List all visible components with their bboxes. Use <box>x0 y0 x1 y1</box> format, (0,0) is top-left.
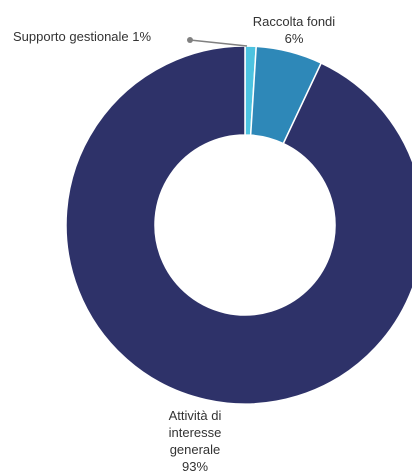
label-raccolta-fondi-line: 6% <box>285 31 304 46</box>
label-supporto-gestionale: Supporto gestionale 1% <box>13 29 151 44</box>
slice-labels: Raccolta fondi 6% Attività di interesse gene… <box>13 14 335 474</box>
slice-attivita-interesse-generale <box>65 45 412 405</box>
donut-slices <box>65 45 412 405</box>
label-attivita-interesse-generale: Attività di interesse generale 93% <box>169 408 222 474</box>
leader-line-supporto <box>189 39 248 47</box>
label-raccolta-fondi-line: Raccolta fondi <box>253 14 335 29</box>
label-attivita-interesse-generale-line: generale <box>170 442 221 457</box>
label-attivita-interesse-generale-line: interesse <box>169 425 222 440</box>
label-supporto-gestionale-line: Supporto gestionale 1% <box>13 29 151 44</box>
leader-dot-supporto <box>187 37 193 43</box>
label-attivita-interesse-generale-line: Attività di <box>169 408 222 423</box>
label-attivita-interesse-generale-line: 93% <box>182 459 208 474</box>
label-raccolta-fondi: Raccolta fondi 6% <box>253 14 335 46</box>
leader-lines <box>187 37 248 47</box>
